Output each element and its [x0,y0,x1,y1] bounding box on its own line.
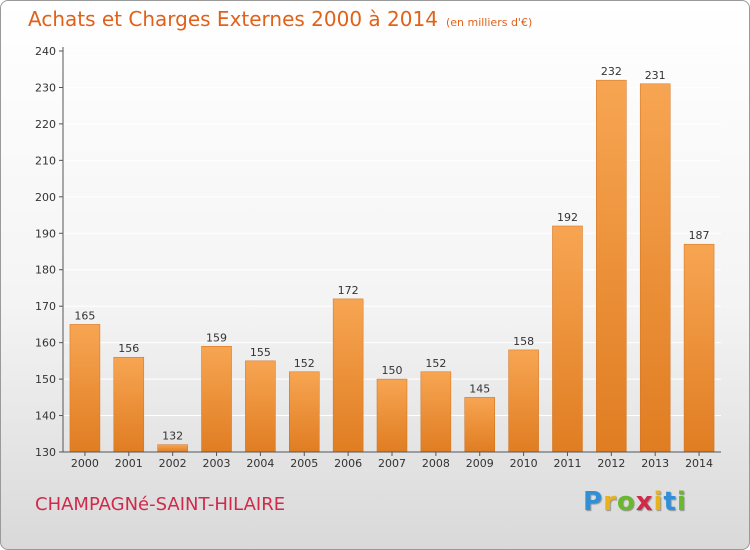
value-label-2000: 165 [74,309,95,322]
bar-2012 [596,79,627,453]
value-label-2013: 231 [645,69,666,82]
logo-letter: o [616,487,636,517]
bar-2009 [464,397,495,453]
y-tick-label: 130 [35,446,56,459]
labels: 130 140 150 160 170 180 190 200 210 220 230 240 165 2… [35,45,713,470]
logo-letter: r [603,487,617,517]
bars [69,79,715,453]
logo-letter: t [663,487,677,517]
value-label-2003: 159 [206,331,227,344]
x-tick-label-2004: 2004 [246,457,274,470]
x-tick-label-2000: 2000 [71,457,99,470]
value-label-2012: 232 [601,65,622,78]
y-tick-label: 180 [35,264,56,277]
y-tick-label: 230 [35,81,56,94]
x-tick-label-2012: 2012 [597,457,625,470]
value-label-2008: 152 [425,357,446,370]
value-label-2010: 158 [513,335,534,348]
value-label-2002: 132 [162,430,183,443]
logo-letter: x [635,487,654,517]
x-tick-label-2011: 2011 [553,457,581,470]
bar-2002 [157,444,188,453]
chart-title-text: Achats et Charges Externes 2000 à 2014 [28,7,438,31]
y-tick-label: 190 [35,227,56,240]
value-label-2009: 145 [469,382,490,395]
x-tick-label-2007: 2007 [378,457,406,470]
x-tick-label-2008: 2008 [422,457,450,470]
value-label-2001: 156 [118,342,139,355]
x-tick-label-2001: 2001 [115,457,143,470]
bar-2007 [376,378,408,453]
x-tick-label-2002: 2002 [159,457,187,470]
x-tick-label-2010: 2010 [510,457,538,470]
y-tick-label: 220 [35,118,56,131]
x-tick-label-2014: 2014 [685,457,713,470]
value-label-2004: 155 [250,346,271,359]
x-tick-label-2009: 2009 [466,457,494,470]
bar-2010 [508,349,539,453]
bar-2001 [113,356,145,453]
logo-letter: i [676,487,687,517]
bar-2006 [332,298,364,453]
value-label-2007: 150 [382,364,403,377]
bar-2005 [289,371,320,453]
proxiti-logo: Proxiti [583,487,687,517]
place-name: CHAMPAGNé-SAINT-HILAIRE [35,494,286,515]
bar-2011 [552,225,583,453]
logo-letter: P [583,487,604,517]
bar-2008 [420,371,452,453]
y-tick-label: 200 [35,191,56,204]
y-tick-label: 150 [35,373,56,386]
y-tick-label: 170 [35,300,56,313]
value-label-2014: 187 [689,229,710,242]
chart-title: Achats et Charges Externes 2000 à 2014 (e… [28,7,532,31]
bar-2000 [69,324,101,453]
x-tick-label-2013: 2013 [641,457,669,470]
value-label-2005: 152 [294,357,315,370]
bar-2004 [245,360,276,453]
y-tick-label: 240 [35,45,56,58]
value-label-2006: 172 [338,284,359,297]
x-tick-label-2006: 2006 [334,457,362,470]
bar-2014 [683,243,715,453]
y-tick-label: 140 [35,410,56,423]
y-tick-label: 160 [35,337,56,350]
x-tick-label-2005: 2005 [290,457,318,470]
value-label-2011: 192 [557,211,578,224]
bar-2003 [201,346,232,453]
y-tick-label: 210 [35,154,56,167]
axes [59,47,721,456]
bar-2013 [639,83,671,453]
logo-letter: i [653,487,664,517]
chart-subtitle: (en milliers d'€) [445,16,533,29]
x-tick-label-2003: 2003 [203,457,231,470]
